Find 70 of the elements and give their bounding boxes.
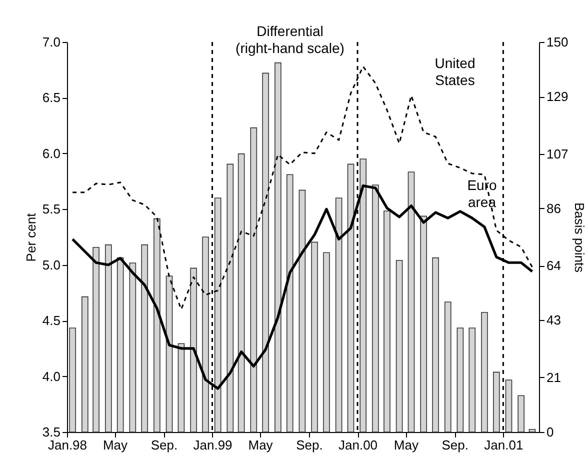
bar [104,244,112,432]
bar [360,158,366,432]
bar [82,296,88,432]
bar [69,328,76,432]
y2-tick-label: 43 [546,312,561,328]
bar [250,127,258,432]
bar [116,257,124,432]
y2-tick-label: 64 [546,258,561,274]
bar [311,242,318,432]
y-axis-title: Per cent [23,212,38,262]
bar [154,218,160,432]
series-label: Euro area [467,177,497,210]
x-tick-label: Sep. [296,438,323,452]
x-tick-label: Jan.01 [484,438,524,452]
bar [528,429,536,432]
bar [481,312,488,432]
y2-tick-label: 0 [546,424,554,440]
y-tick-label: 4.0 [42,368,60,384]
bar [141,244,148,432]
bar [274,62,282,432]
bar [323,252,330,432]
y2-tick-label: 129 [546,89,568,104]
bar [396,260,403,432]
x-tick-label: May [394,438,419,452]
bar [166,276,173,432]
x-tick-label: May [102,438,128,452]
bar [262,72,269,432]
bar [518,395,524,432]
y-tick-label: 6.0 [42,146,60,161]
bar [214,198,222,432]
bar [298,190,306,432]
y2-tick-label: 107 [546,146,568,162]
x-tick-label: Jan.98 [48,438,88,452]
bar [420,216,427,432]
bar [456,328,464,432]
bar [286,174,294,432]
series-label: United States [434,55,476,88]
x-tick-label: Jan.99 [193,438,232,452]
y-tick-label: 5.5 [42,202,60,217]
x-tick-label: Sep. [442,438,469,452]
x-tick-label: Sep. [150,438,178,452]
bar [432,257,439,432]
bar [129,262,136,432]
y-tick-label: 7.0 [42,34,60,50]
bar [372,184,379,432]
y2-axis-title: Basis points [572,202,587,274]
bar [178,343,185,432]
bar [202,236,209,432]
y-tick-label: 5.0 [42,257,60,272]
x-tick-label: May [248,438,274,452]
y2-tick-label: 86 [546,200,561,216]
bar [493,372,500,432]
bar [384,210,390,432]
y-tick-label: 3.5 [42,424,60,440]
x-tick-label: Jan.00 [338,438,378,452]
bar [505,380,512,432]
y-tick-label: 6.5 [42,90,60,106]
bar [190,268,197,432]
bar [238,153,245,432]
y2-tick-label: 150 [546,34,568,50]
bar [226,164,234,432]
bar [444,302,452,432]
bar [92,247,100,432]
bar [468,328,476,432]
y2-tick-label: 21 [546,370,561,385]
series-label: Differential (right-hand scale) [236,23,344,56]
bar [408,172,415,432]
y-tick-label: 4.5 [42,313,60,328]
bar [335,198,342,432]
bar [347,164,354,432]
